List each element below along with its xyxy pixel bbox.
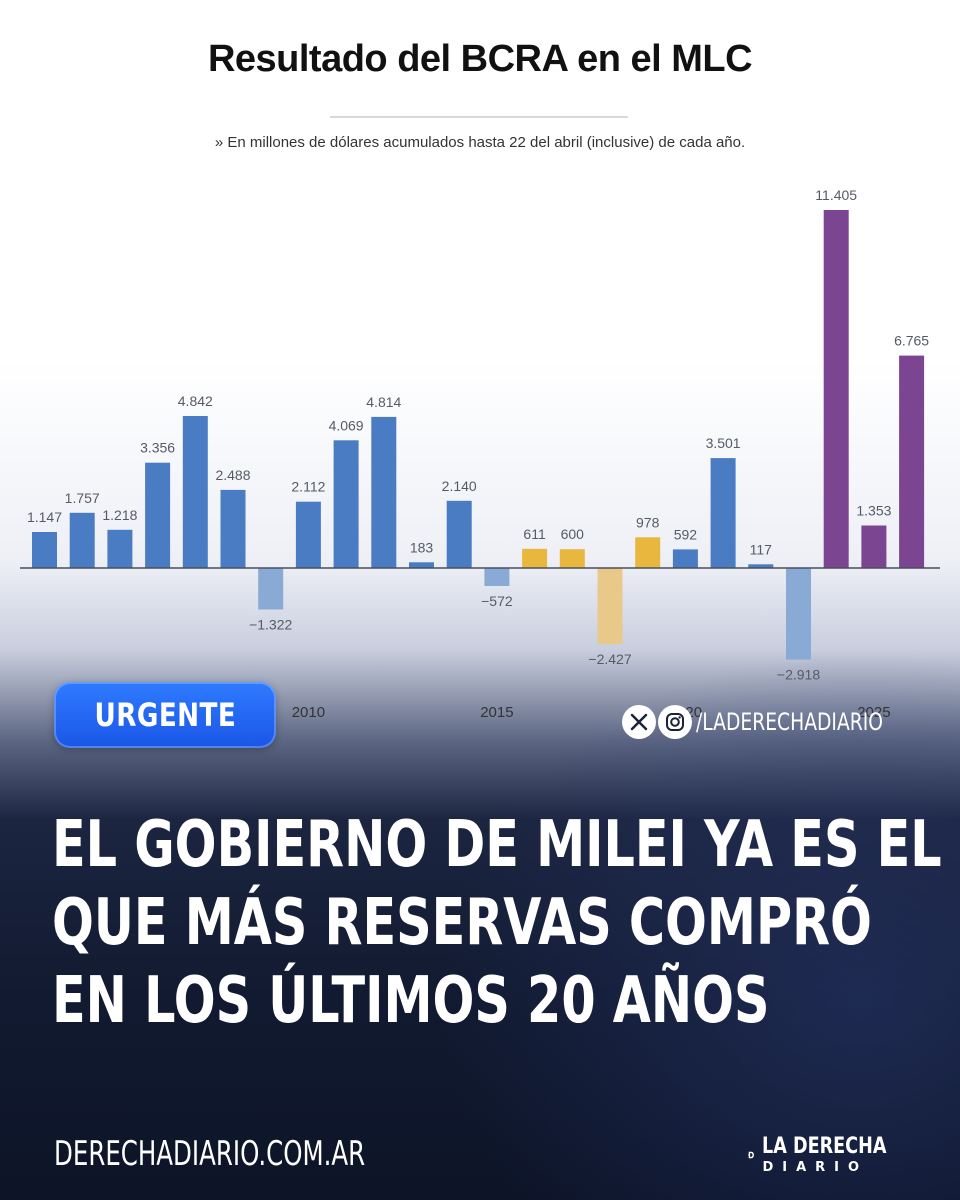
bar-2023 (786, 568, 811, 660)
bar-2014 (446, 500, 472, 568)
bar-2025 (861, 525, 887, 568)
site-url[interactable]: DERECHADIARIO.COM.AR (54, 1134, 366, 1174)
bars-layer (32, 210, 925, 660)
headline-line-2: QUE MÁS RESERVAS COMPRÓ (52, 886, 872, 960)
bar-2008 (220, 489, 246, 568)
value-label-2023: −2.918 (777, 667, 820, 683)
bar-2018 (597, 568, 623, 645)
value-label-2008: 2.488 (215, 467, 250, 483)
value-label-2022: 117 (750, 541, 773, 557)
brand-name-line2: DIARIO (762, 1160, 869, 1175)
value-label-2015: −572 (481, 593, 513, 609)
bar-2006 (145, 462, 171, 568)
value-label-2020: 592 (674, 526, 698, 542)
bar-2026 (899, 355, 925, 568)
urgente-badge: URGENTE (54, 682, 276, 748)
brand-logo: LA DERECHA DIARIO (748, 1130, 918, 1180)
year-label-2010: 2010 (292, 704, 325, 721)
instagram-icon[interactable] (658, 705, 692, 739)
title-divider (330, 116, 628, 118)
value-label-2026: 6.765 (894, 333, 929, 349)
value-label-2007: 4.842 (178, 393, 213, 409)
headline: EL GOBIERNO DE MILEI YA ES EL QUE MÁS RE… (52, 806, 942, 1040)
bar-2021 (710, 458, 736, 568)
value-label-2005: 1.218 (102, 507, 137, 523)
bar-2009 (258, 568, 284, 610)
value-label-2014: 2.140 (442, 478, 477, 494)
bar-2003 (32, 532, 57, 568)
bar-2012 (371, 416, 397, 568)
urgente-badge-label: URGENTE (94, 696, 236, 734)
value-label-2019: 978 (636, 514, 660, 530)
social-handle-group[interactable]: /LADERECHADIARIO (622, 703, 936, 741)
value-label-2021: 3.501 (706, 435, 741, 451)
year-label-2025: 2025 (857, 704, 890, 721)
bar-2013 (409, 562, 434, 568)
brand-name-line1: LA DERECHA (762, 1134, 887, 1159)
chart-subtitle: » En millones de dólares acumulados hast… (214, 134, 746, 151)
value-label-2016: 611 (523, 526, 546, 542)
value-label-2024: 11.405 (815, 187, 857, 203)
bar-2020 (672, 549, 698, 568)
bar-2015 (484, 568, 510, 586)
bar-2007 (182, 416, 208, 568)
value-label-2013: 183 (410, 539, 434, 555)
value-label-2025: 1.353 (856, 503, 891, 519)
bar-2017 (559, 549, 585, 568)
value-label-2010: 2.112 (291, 479, 325, 495)
headline-line-1: EL GOBIERNO DE MILEI YA ES EL (52, 808, 942, 882)
brand-d-icon (748, 1151, 754, 1159)
bar-2019 (635, 537, 661, 568)
value-label-2004: 1.757 (65, 490, 100, 506)
bar-2022 (748, 564, 774, 568)
value-label-2018: −2.427 (588, 651, 631, 667)
bar-2024 (823, 210, 849, 568)
value-label-2017: 600 (561, 526, 585, 542)
year-label-2015: 2015 (480, 704, 513, 721)
value-label-2012: 4.814 (366, 394, 401, 410)
x-icon[interactable] (622, 705, 656, 739)
bar-2011 (333, 440, 359, 568)
bar-2004 (69, 512, 95, 568)
bar-2010 (295, 501, 321, 568)
value-label-2003: 1.147 (27, 509, 62, 525)
value-label-2006: 3.356 (140, 440, 175, 456)
value-label-2011: 4.069 (329, 417, 364, 433)
headline-line-3: EN LOS ÚLTIMOS 20 AÑOS (52, 964, 770, 1038)
chart-title: Resultado del BCRA en el MLC (207, 38, 753, 80)
bar-2005 (107, 529, 133, 568)
bar-2016 (522, 548, 548, 568)
value-label-2009: −1.322 (249, 617, 292, 633)
social-handle-text[interactable]: /LADERECHADIARIO (696, 708, 884, 736)
